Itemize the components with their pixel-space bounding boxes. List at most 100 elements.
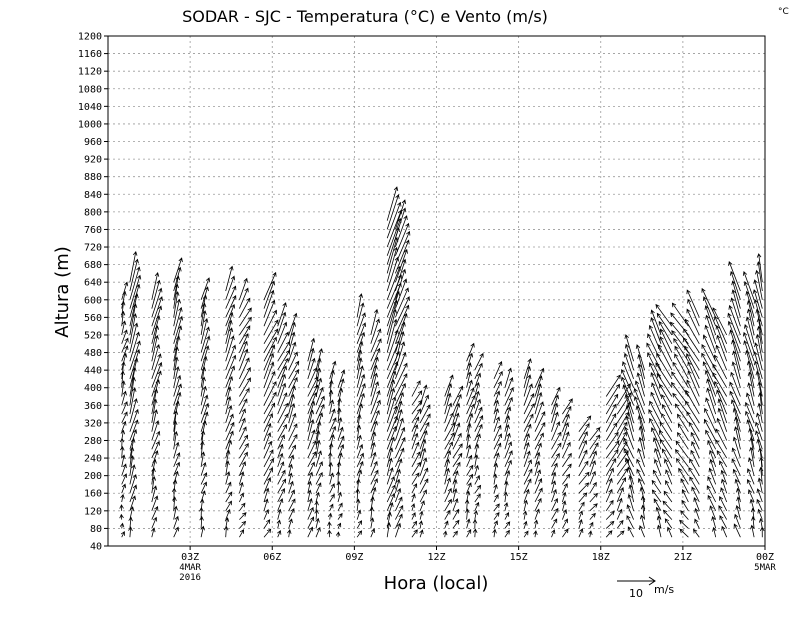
wind-arrow [523, 393, 535, 415]
wind-arrow [663, 490, 673, 503]
wind-arrow [589, 521, 594, 529]
wind-arrow [395, 417, 404, 441]
wind-arrow [173, 505, 178, 520]
wind-arrow [466, 403, 475, 424]
wind-arrow [534, 478, 543, 494]
wind-arrow [151, 353, 162, 380]
wind-arrow [605, 431, 619, 450]
wind-arrow [329, 399, 335, 415]
wind-arrow [277, 302, 287, 327]
wind-arrow [654, 447, 662, 468]
wind-arrow [702, 296, 717, 327]
wind-profile [533, 367, 546, 538]
wind-arrow [716, 389, 728, 415]
wind-arrow [622, 361, 634, 388]
y-tick-label: 560 [84, 313, 102, 324]
wind-arrow [474, 493, 481, 503]
wind-arrow [709, 449, 717, 468]
wind-arrow [705, 397, 717, 424]
wind-arrow [395, 362, 408, 388]
wind-arrow [625, 415, 634, 441]
wind-arrow [121, 329, 128, 344]
wind-profile [171, 257, 184, 538]
wind-arrow [637, 447, 645, 468]
wind-arrow [173, 452, 181, 468]
wind-profile [588, 426, 601, 538]
wind-arrow [616, 530, 625, 538]
wind-arrow [634, 380, 645, 406]
wind-arrow [627, 466, 634, 485]
wind-arrow [386, 436, 395, 459]
wind-arrow [452, 443, 463, 459]
wind-arrow [758, 392, 763, 415]
wind-arrow [329, 369, 335, 388]
wind-arrow [444, 487, 452, 503]
wind-arrow [395, 248, 408, 283]
wind-arrow [472, 518, 478, 529]
wind-arrow [673, 337, 689, 362]
wind-arrow [225, 335, 235, 362]
wind-arrow [288, 402, 296, 424]
wind-arrow [129, 428, 138, 450]
wind-arrow [239, 529, 244, 538]
wind-arrow [671, 302, 689, 327]
wind-arrow [504, 521, 511, 529]
wind-arrow [356, 365, 364, 388]
wind-arrow [370, 390, 381, 415]
wind-arrow [225, 285, 237, 309]
wind-arrow [200, 402, 210, 424]
wind-arrow [225, 405, 233, 424]
wind-arrow [689, 476, 700, 494]
wind-arrow [578, 439, 588, 459]
wind-arrow [656, 515, 662, 529]
wind-arrow [356, 293, 363, 318]
wind-arrow [307, 526, 314, 538]
wind-arrow [589, 434, 601, 450]
wind-arrow [329, 434, 335, 450]
wind-arrow [121, 352, 128, 371]
wind-arrow [727, 312, 741, 344]
wind-arrow [329, 408, 336, 424]
wind-profile [119, 281, 129, 538]
wind-arrow [356, 357, 363, 379]
wind-arrow [173, 275, 180, 300]
wind-arrow [616, 459, 630, 476]
wind-arrow [605, 458, 617, 476]
wind-arrow [411, 472, 420, 485]
y-tick-label: 760 [84, 225, 102, 236]
wind-arrow [225, 430, 234, 450]
wind-arrow [329, 360, 337, 380]
wind-profile [472, 352, 484, 538]
wind-arrow [307, 429, 316, 450]
wind-arrow [717, 398, 728, 424]
wind-arrow [263, 336, 277, 362]
wind-arrow [551, 431, 562, 450]
wind-arrow [239, 434, 249, 450]
wind-arrow [523, 488, 530, 503]
wind-arrow [747, 382, 755, 406]
wind-arrow [551, 507, 559, 520]
wind-arrow [444, 402, 453, 424]
x-tick-label: 09Z [345, 552, 363, 563]
wind-arrow [121, 473, 127, 485]
wind-arrow [742, 271, 755, 300]
wind-arrow [288, 377, 298, 397]
wind-arrow [288, 351, 298, 371]
wind-arrow [493, 512, 500, 520]
wind-arrow [674, 449, 689, 468]
wind-arrow [444, 509, 451, 520]
wind-arrow [419, 404, 431, 424]
wind-arrow [356, 469, 363, 485]
wind-arrow [370, 460, 378, 476]
wind-arrow [493, 520, 498, 529]
wind-arrow [172, 479, 178, 494]
wind-arrow [225, 395, 232, 415]
wind-arrow [121, 320, 127, 336]
wind-arrow [418, 520, 424, 529]
wind-arrow [523, 441, 530, 459]
wind-arrow [239, 377, 251, 397]
wind-arrow [200, 294, 208, 318]
wind-arrow [395, 296, 410, 327]
wind-arrow [386, 318, 398, 353]
y-tick-label: 1120 [78, 67, 102, 78]
